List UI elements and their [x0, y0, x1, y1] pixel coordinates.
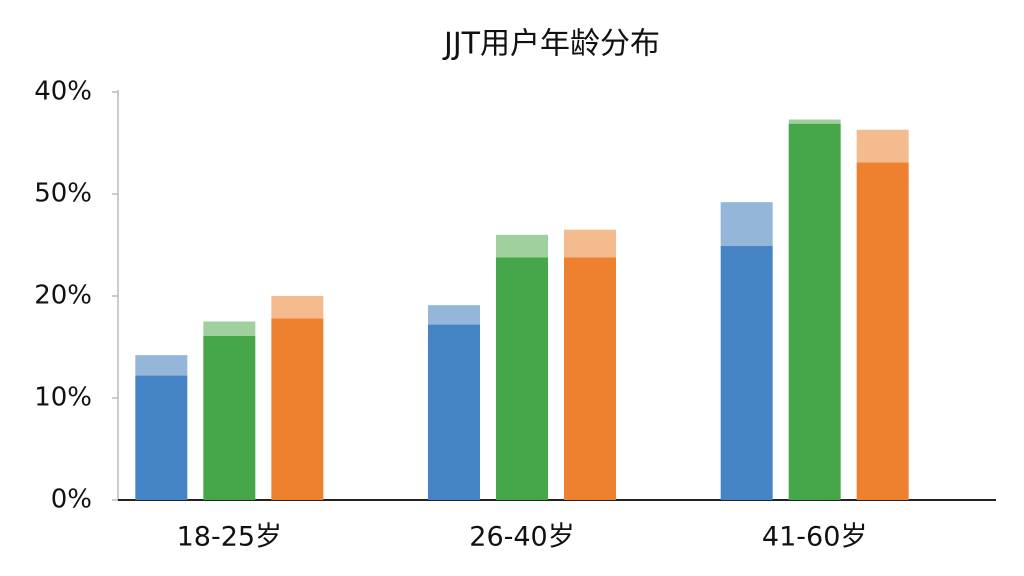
x-tick-label: 26-40岁 — [469, 522, 574, 553]
y-tick-label: 20% — [34, 281, 92, 311]
bar — [135, 375, 188, 500]
bar — [203, 335, 256, 500]
bar — [856, 162, 909, 500]
bar — [788, 119, 841, 124]
y-tick-label: 0% — [51, 485, 92, 515]
bar — [428, 324, 480, 500]
bar — [271, 296, 324, 319]
bar — [720, 246, 773, 500]
y-tick-label: 10% — [34, 383, 92, 413]
bar — [135, 355, 188, 376]
bar — [788, 123, 841, 501]
bar — [564, 229, 616, 258]
bar — [496, 234, 548, 258]
x-tick-label: 18-25岁 — [177, 522, 282, 553]
bar — [428, 305, 480, 325]
bar — [720, 202, 773, 247]
bar — [564, 257, 616, 500]
bar — [271, 318, 324, 500]
bar — [203, 321, 256, 336]
bar — [496, 257, 548, 500]
y-tick-label: 50% — [34, 179, 92, 209]
chart-title: JJT用户年龄分布 — [442, 27, 660, 62]
bar — [856, 129, 909, 163]
x-tick-label: 41-60岁 — [762, 522, 867, 553]
y-tick-label: 40% — [34, 77, 92, 107]
